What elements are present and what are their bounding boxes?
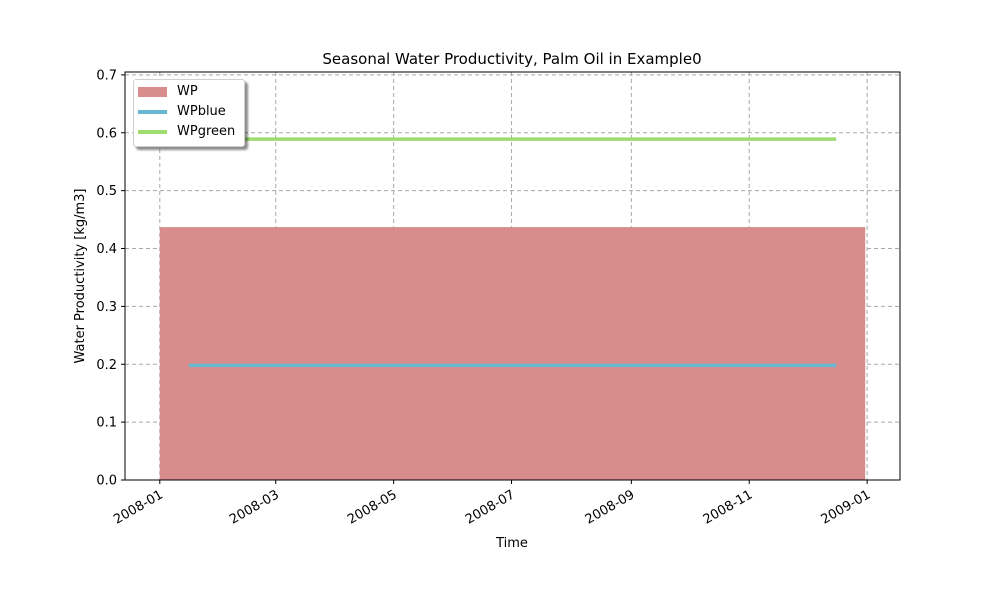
x-tick-label-2009-01: 2009-01 (819, 487, 874, 527)
bar-wp (159, 227, 866, 480)
legend-item-wp: WP (134, 82, 244, 102)
y-tick-label-0-1: 0.1 (96, 416, 117, 431)
y-tick-label-0-6: 0.6 (96, 126, 117, 141)
chart-title: Seasonal Water Productivity, Palm Oil in… (322, 50, 701, 68)
legend-swatch-wpblue (138, 110, 167, 114)
x-tick-label-2008-11: 2008-11 (701, 487, 756, 527)
legend-label-wpgreen: WPgreen (177, 124, 236, 139)
legend-item-wpblue: WPblue (134, 102, 244, 122)
plot-area-frame (124, 71, 901, 481)
bar-layer (159, 227, 866, 480)
line-layer (188, 137, 837, 368)
x-axis-label: Time (495, 536, 528, 551)
x-tick-label-2008-05: 2008-05 (345, 487, 400, 527)
legend-label-wpblue: WPblue (177, 104, 226, 119)
y-tick-label-0-7: 0.7 (96, 68, 117, 83)
x-tick-label-2008-03: 2008-03 (227, 487, 282, 527)
legend-swatch-wp (138, 87, 167, 97)
y-tick-label-0-2: 0.2 (96, 358, 117, 373)
y-tick-label-0-5: 0.5 (96, 184, 117, 199)
legend-item-wpgreen: WPgreen (134, 122, 244, 142)
legend-swatch-wpgreen (138, 130, 167, 134)
legend: WP WPblue WPgreen (133, 79, 245, 147)
y-axis-label: Water Productivity [kg/m3] (73, 189, 88, 364)
x-tick-label-2008-09: 2008-09 (583, 487, 638, 527)
x-tick-label-2008-01: 2008-01 (111, 487, 166, 527)
legend-label-wp: WP (177, 84, 198, 99)
y-tick-label-0-4: 0.4 (96, 242, 117, 257)
x-tick-label-2008-07: 2008-07 (463, 487, 518, 527)
y-tick-label-0-0: 0.0 (96, 474, 117, 489)
y-tick-label-0-3: 0.3 (96, 300, 117, 315)
